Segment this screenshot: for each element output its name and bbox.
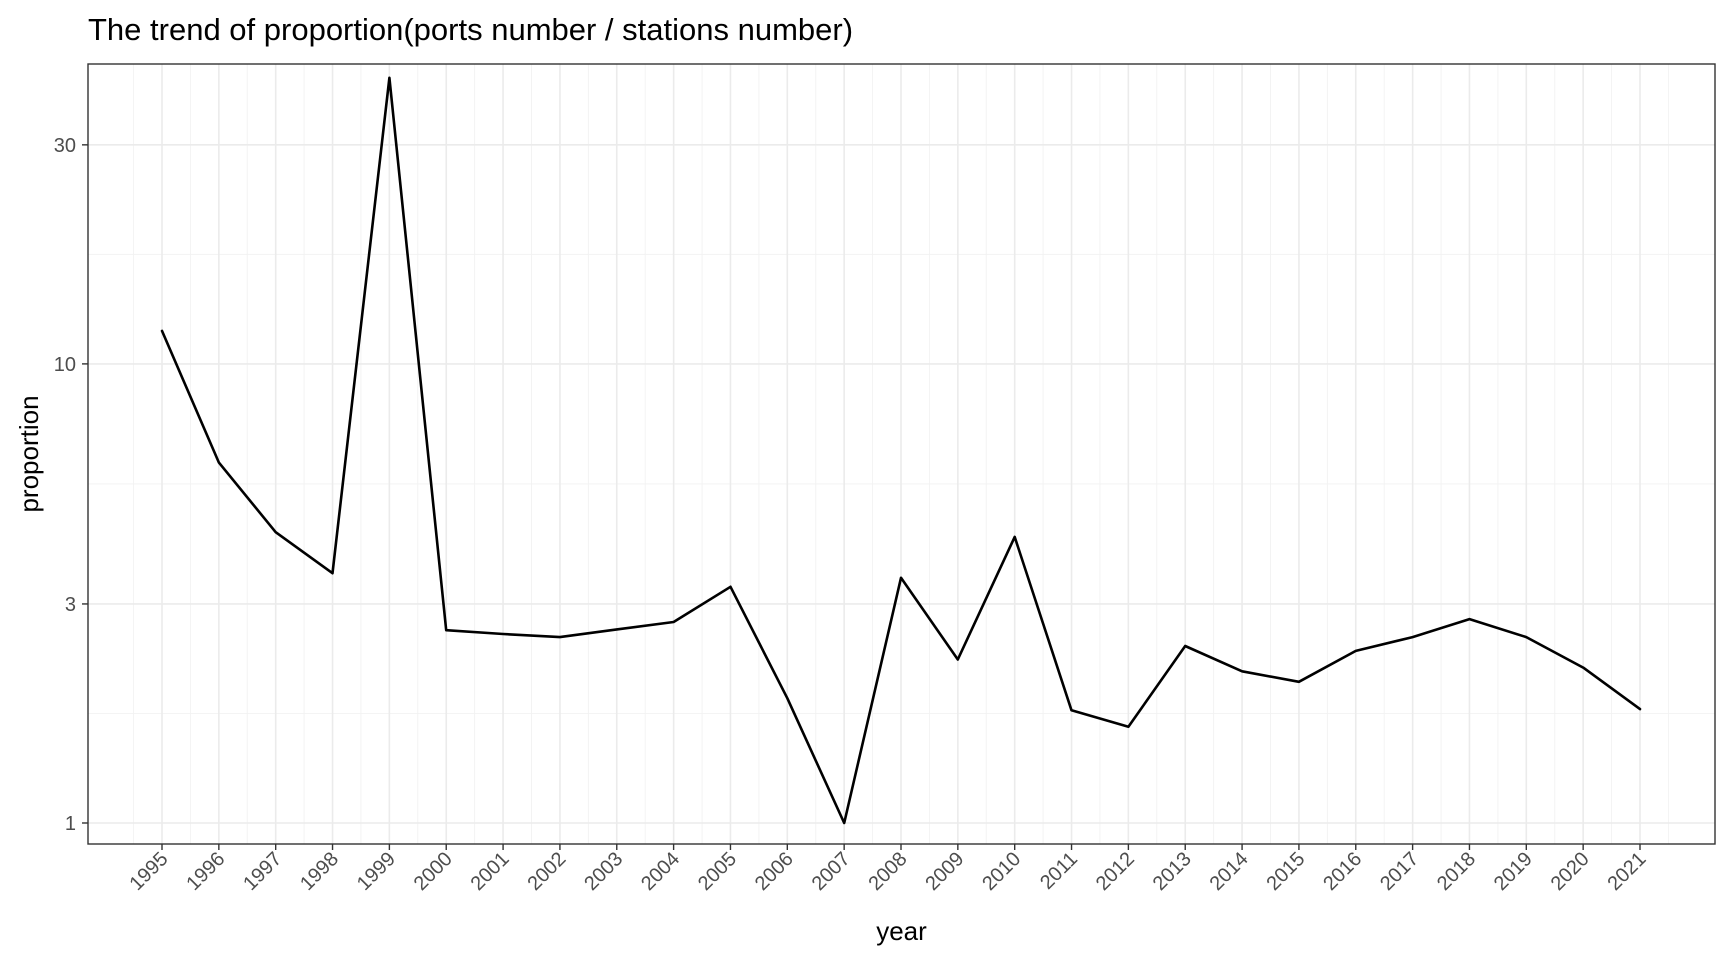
chart-title: The trend of proportion(ports number / s… xyxy=(88,12,853,47)
y-tick-label: 3 xyxy=(65,594,76,616)
minor-gridlines-x xyxy=(133,64,1669,844)
y-axis: 1 3 10 30 xyxy=(54,135,88,835)
y-tick-label: 10 xyxy=(54,354,76,376)
major-gridlines-x xyxy=(161,64,1641,844)
y-tick-label: 1 xyxy=(65,813,76,835)
x-axis-title: year xyxy=(876,916,927,946)
plot-panel xyxy=(87,63,1716,845)
series-line-proportion xyxy=(160,76,1642,825)
y-tick-label: 30 xyxy=(54,135,76,157)
y-axis-title: proportion xyxy=(14,395,44,512)
